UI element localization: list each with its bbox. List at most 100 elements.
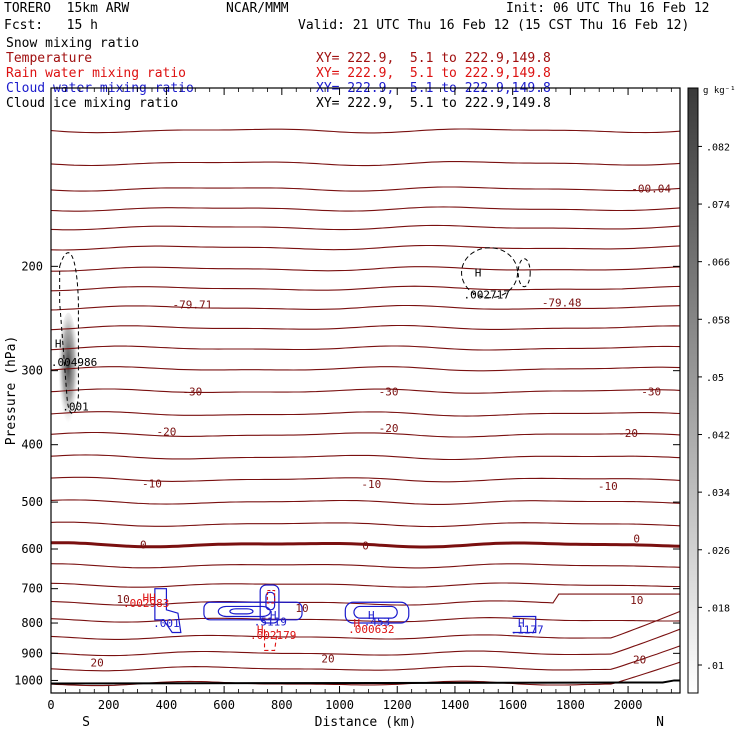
y-tick-label: 500	[21, 495, 43, 509]
temperature-isotherm	[50, 628, 681, 657]
temperature-label: -30	[182, 385, 202, 398]
extrema-label: .001	[62, 401, 89, 414]
cloud-water-contour	[512, 615, 537, 634]
cloud-water-contour	[154, 588, 182, 634]
temperature-isotherm	[50, 161, 681, 167]
temperature-isotherm	[50, 499, 681, 505]
extrema-label: H	[518, 617, 525, 630]
cloud-water-contour	[353, 605, 398, 619]
temperature-isotherm	[50, 224, 681, 231]
extrema-label: .000632	[348, 623, 394, 636]
extrema-label: H	[257, 623, 264, 636]
colorbar-tick-label: .082	[706, 142, 730, 153]
ground-line	[50, 679, 680, 685]
colorbar-tick-label: .05	[706, 373, 724, 384]
extrema-label: .002983	[123, 597, 169, 610]
x-tick-label: 1800	[556, 698, 585, 712]
snow-contour	[59, 252, 79, 414]
legend-entry-coords: XY= 222.9, 5.1 to 222.9,149.8	[316, 66, 551, 81]
legend-entry-name: Cloud water mixing ratio	[6, 81, 194, 96]
valid-time: Valid: 21 UTC Thu 16 Feb 12 (15 CST Thu …	[298, 18, 690, 33]
x-tick-label: 1600	[498, 698, 527, 712]
legend-entry-coords: XY= 222.9, 5.1 to 222.9,149.8	[316, 96, 551, 111]
temperature-isotherm	[50, 128, 681, 134]
temperature-isotherm	[50, 645, 681, 672]
temperature-isotherm	[50, 345, 681, 351]
temperature-label: 10	[295, 602, 308, 615]
extrema-label: H	[55, 338, 62, 351]
y-tick-label: 900	[21, 646, 43, 660]
cloud-water-contour	[229, 608, 254, 615]
x-tick-label: 1200	[383, 698, 412, 712]
x-tick-label: 0	[47, 698, 54, 712]
temperature-isotherm	[50, 593, 680, 606]
temperature-isotherm	[51, 266, 681, 272]
plot-frame	[50, 87, 681, 694]
axes: 0 200 400 600 800 1000 1200 1400 1600 1800 2000200…	[4, 87, 681, 730]
colorbar-tick-label: .026	[706, 546, 730, 557]
y-tick-label: 300	[21, 364, 43, 378]
extrema-label: H	[368, 609, 375, 622]
temperature-label: -10	[142, 477, 162, 490]
temperature-label: 20	[633, 653, 646, 666]
x-tick-label: 400	[156, 698, 178, 712]
temperature-isotherm	[51, 541, 681, 549]
temperature-isotherm	[50, 617, 681, 623]
colorbar-gradient	[687, 87, 699, 694]
y-axis-label: Pressure (hPa)	[4, 336, 19, 446]
y-tick-label: 800	[21, 616, 43, 630]
y-tick-label: 600	[21, 542, 43, 556]
colorbar-tick-label: .074	[706, 200, 730, 211]
legend-entry-name: Rain water mixing ratio	[6, 66, 187, 81]
temperature-isotherm	[50, 610, 681, 640]
colorbar-unit: g kg⁻¹	[703, 86, 736, 96]
colorbar-tick-label: .058	[706, 315, 730, 326]
temperature-isotherm	[50, 431, 681, 438]
colorbar: .01 .018 .026 .034 .042 .05 .058 .066 .074 .082 g …	[687, 86, 736, 694]
cloud-ice-contour	[517, 258, 531, 288]
colorbar-tick-label: .034	[706, 488, 730, 499]
temperature-isotherm	[50, 244, 681, 251]
extrema-label: .5119	[254, 615, 287, 628]
cloud-water-contour	[344, 601, 410, 624]
temperature-label: -79.48	[542, 296, 582, 309]
extrema-label: .001	[153, 617, 180, 630]
temperature-label: 20	[321, 652, 334, 665]
y-tick-label: 700	[21, 582, 43, 596]
cloud-water-contour	[259, 584, 280, 624]
colorbar-tick-label: .018	[706, 603, 730, 614]
corner-note: -00.04	[631, 182, 671, 195]
cloud-water-contour	[265, 591, 276, 611]
temperature-label: -10	[361, 478, 381, 491]
colorbar-tick-label: .042	[706, 431, 730, 442]
rain-contour	[266, 589, 276, 604]
temperature-label: -30	[641, 385, 661, 398]
legend-entry-coords: XY= 222.9, 5.1 to 222.9,149.8	[316, 81, 551, 96]
temperature-label: -10	[598, 480, 618, 493]
extrema-label: .002717	[464, 288, 510, 301]
temperature-isotherm	[50, 206, 681, 212]
x-tick-label: 600	[213, 698, 235, 712]
temperature-isotherm	[50, 476, 681, 483]
colorbar-tick-label: .066	[706, 258, 730, 269]
extrema-label: .002179	[250, 629, 296, 642]
temperature-label: 10	[117, 593, 130, 606]
x-tick-label: 1400	[440, 698, 469, 712]
extrema-label: .004986	[51, 356, 97, 369]
y-tick-label: 200	[21, 259, 43, 273]
temperature-label: -30	[379, 385, 399, 398]
rain-contour	[263, 629, 279, 652]
x-tick-label: 800	[271, 698, 293, 712]
extrema-label: HH	[142, 592, 155, 605]
extrema-label: .1177	[511, 623, 544, 636]
temperature-label: -20	[379, 422, 399, 435]
temperature-label: -20	[156, 425, 176, 438]
temperature-isotherm	[50, 582, 680, 588]
temperature-isotherm	[50, 454, 681, 461]
temperature-label: 10	[630, 594, 643, 607]
temperature-isotherm	[50, 324, 681, 331]
x-axis-label: Distance (km)	[315, 715, 417, 730]
temperature-label: -20	[618, 427, 638, 440]
org-label: NCAR/MMM	[226, 1, 289, 16]
